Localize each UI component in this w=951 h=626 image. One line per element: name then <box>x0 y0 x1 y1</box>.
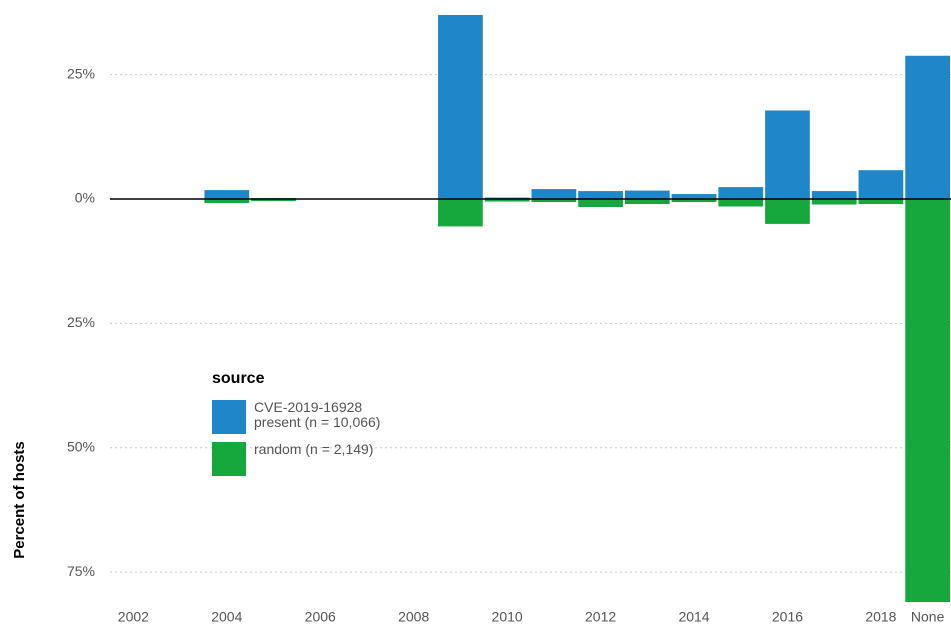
x-tick-label: 2018 <box>865 609 896 625</box>
x-tick-label: 2012 <box>585 609 616 625</box>
x-tick-label: 2014 <box>678 609 709 625</box>
bar <box>578 191 623 200</box>
bar <box>718 187 764 200</box>
bar <box>484 199 530 202</box>
bar <box>765 110 810 200</box>
bar <box>204 199 250 204</box>
y-tick-label: 50% <box>67 438 95 454</box>
legend-swatch <box>212 442 246 476</box>
legend-swatch <box>212 400 246 434</box>
bar <box>671 194 717 200</box>
legend: source CVE-2019-16928 present (n = 10,06… <box>212 370 384 484</box>
legend-title: source <box>212 370 265 387</box>
bar <box>671 199 717 203</box>
x-tick-label: 2006 <box>305 609 336 625</box>
bar <box>624 190 670 200</box>
y-axis-label: Percent of hosts <box>11 441 28 559</box>
y-tick-label: 25% <box>67 314 95 330</box>
bar <box>718 199 764 207</box>
bar <box>578 199 623 208</box>
bar <box>624 199 670 205</box>
legend-item: random (n = 2,149) <box>212 442 384 476</box>
bar <box>438 14 483 200</box>
bar <box>858 199 904 205</box>
bar <box>204 190 250 200</box>
x-tick-label: 2010 <box>492 609 523 625</box>
x-tick-label: None <box>911 609 945 625</box>
bar <box>811 191 857 200</box>
bar <box>905 199 950 602</box>
bar <box>858 170 904 200</box>
bar <box>438 199 483 227</box>
x-tick-label: 2016 <box>772 609 803 625</box>
bar <box>811 199 857 205</box>
legend-label: random (n = 2,149) <box>254 441 374 457</box>
y-tick-label: 75% <box>67 563 95 579</box>
bar <box>765 199 810 224</box>
y-tick-label: 0% <box>75 190 95 206</box>
x-tick-label: 2004 <box>211 609 242 625</box>
bar <box>531 189 577 200</box>
y-tick-label: 25% <box>67 65 95 81</box>
x-tick-label: 2002 <box>118 609 149 625</box>
bar <box>531 199 577 203</box>
x-tick-label: 2008 <box>398 609 429 625</box>
bar <box>251 199 296 202</box>
legend-label: CVE-2019-16928 present (n = 10,066) <box>254 399 381 430</box>
legend-item: CVE-2019-16928 present (n = 10,066) <box>212 400 384 434</box>
bar <box>905 55 950 200</box>
